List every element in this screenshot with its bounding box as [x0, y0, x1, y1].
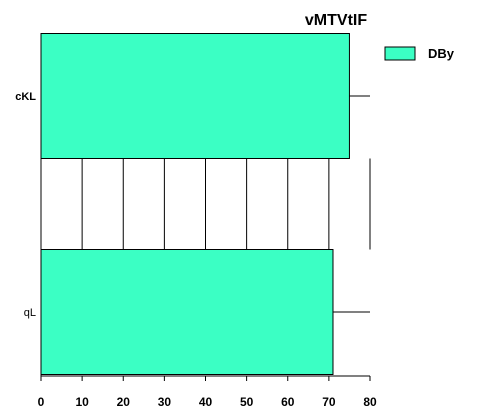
category-label: cKL [15, 91, 36, 103]
legend-label: DBy [428, 46, 455, 61]
x-tick-label: 60 [281, 395, 295, 409]
x-tick-label: 20 [117, 395, 131, 409]
x-tick-label: 80 [363, 395, 377, 409]
x-tick-label: 0 [38, 395, 45, 409]
chart-title: vMTVtIF [305, 12, 367, 29]
grid-lines [81, 158, 371, 250]
x-tick-label: 30 [158, 395, 172, 409]
axes: cKL qL 0 10 20 30 40 50 60 70 80 [15, 34, 377, 409]
x-tick-label: 40 [199, 395, 213, 409]
x-tick-label: 10 [75, 395, 89, 409]
bar [40, 249, 334, 375]
bar [40, 33, 350, 159]
x-tick-label: 50 [240, 395, 254, 409]
legend: DBy [384, 46, 455, 61]
category-label: qL [24, 307, 36, 319]
legend-swatch [384, 46, 416, 61]
x-tick-label: 70 [322, 395, 336, 409]
